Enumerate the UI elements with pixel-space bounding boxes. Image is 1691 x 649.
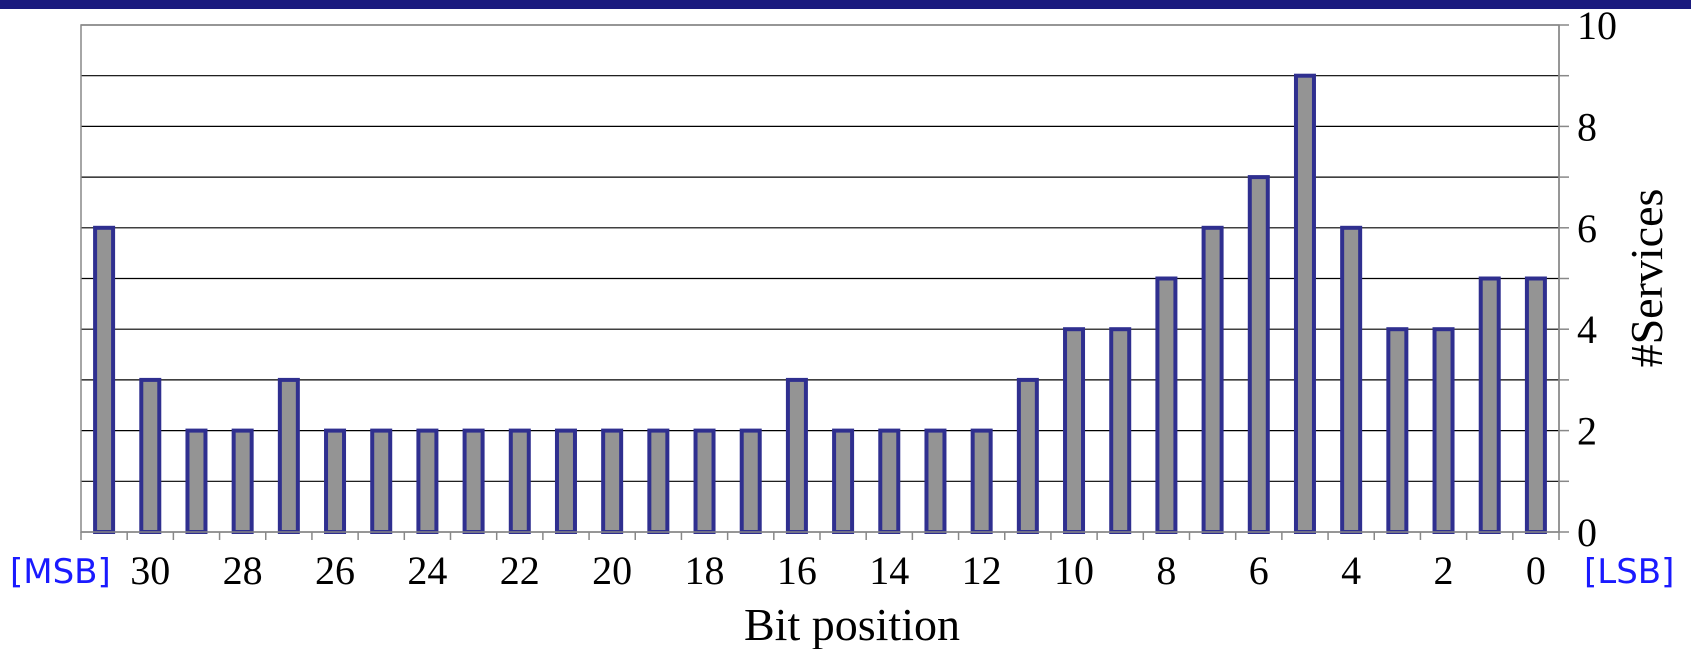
bar-bit-14 (878, 428, 901, 535)
x-tick-label: 12 (962, 548, 1002, 593)
x-tick-label: 2 (1434, 548, 1454, 593)
x-tick-label: 14 (869, 548, 909, 593)
bar-bit-0 (1524, 276, 1547, 534)
bar-bit-3 (1386, 327, 1409, 535)
y-tick-label: 0 (1577, 510, 1597, 555)
bar-bit-27 (277, 377, 300, 534)
x-tick-label: 10 (1054, 548, 1094, 593)
bar-bit-18 (693, 428, 716, 535)
bar-bit-12 (970, 428, 993, 535)
bar-bit-21 (554, 428, 577, 535)
bar-bit-7 (1201, 225, 1224, 535)
x-tick-label: 28 (223, 548, 263, 593)
bar-bit-5 (1293, 73, 1316, 534)
bar-bit-2 (1432, 327, 1455, 535)
bar-bit-31 (93, 225, 116, 535)
bars (93, 73, 1547, 535)
x-tick-label: 20 (592, 548, 632, 593)
x-tick-label: 18 (685, 548, 725, 593)
x-tick-label: 8 (1156, 548, 1176, 593)
x-axis-title: Bit position (744, 599, 960, 649)
bar-bit-28 (231, 428, 254, 535)
msb-label: [MSB] (10, 552, 111, 592)
y-tick-label: 6 (1577, 206, 1597, 251)
x-tick-label: 26 (315, 548, 355, 593)
bar-bit-24 (416, 428, 439, 535)
bar-bit-30 (139, 377, 162, 534)
bar-bit-19 (647, 428, 670, 535)
x-tick-label: 16 (777, 548, 817, 593)
bar-bit-23 (462, 428, 485, 535)
bar-bit-4 (1340, 225, 1363, 535)
bar-bit-29 (185, 428, 208, 535)
bar-bit-11 (1016, 377, 1039, 534)
x-tick-label: 24 (407, 548, 447, 593)
y-tick-label: 10 (1577, 3, 1617, 48)
bar-bit-16 (785, 377, 808, 534)
y-tick-label: 8 (1577, 104, 1597, 149)
bar-bit-17 (739, 428, 762, 535)
bar-bit-13 (924, 428, 947, 535)
y-axis-title: #Services (1621, 189, 1672, 368)
x-ticks: 30 28 26 24 22 20 18 16 14 12 10 8 6 4 2 0 (80, 531, 1560, 593)
x-tick-label: 30 (130, 548, 170, 593)
x-tick-label: 6 (1249, 548, 1269, 593)
bar-bit-8 (1155, 276, 1178, 534)
bar-bit-20 (601, 428, 624, 535)
bar-bit-25 (370, 428, 393, 535)
top-rule (0, 0, 1691, 9)
bar-bit-26 (324, 428, 347, 535)
y-ticks: 0 2 4 6 8 10 (1558, 3, 1617, 555)
x-tick-label: 0 (1526, 548, 1546, 593)
bar-bit-1 (1478, 276, 1501, 534)
bar-bit-10 (1063, 327, 1086, 535)
bar-bit-6 (1247, 175, 1270, 534)
bar-bit-9 (1109, 327, 1132, 535)
y-tick-label: 2 (1577, 409, 1597, 454)
x-tick-label: 22 (500, 548, 540, 593)
x-tick-label: 4 (1341, 548, 1361, 593)
bar-bit-15 (832, 428, 855, 535)
bar-bit-22 (508, 428, 531, 535)
y-tick-label: 4 (1577, 307, 1597, 352)
gridlines (81, 24, 1559, 482)
lsb-label: [LSB] (1584, 552, 1674, 592)
